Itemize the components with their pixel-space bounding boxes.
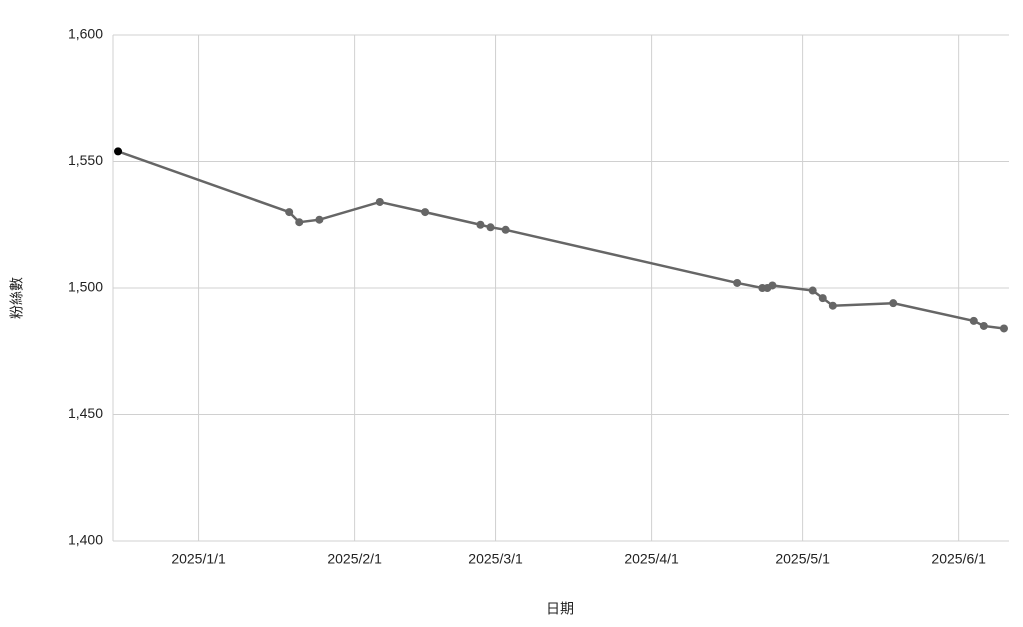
point bbox=[315, 215, 324, 224]
point bbox=[285, 208, 294, 217]
x-tick-label: 2025/1/1 bbox=[171, 551, 226, 567]
y-tick-label: 1,500 bbox=[68, 279, 103, 295]
point bbox=[501, 225, 510, 234]
x-tick-label: 2025/6/1 bbox=[931, 551, 986, 567]
x-tick-label: 2025/3/1 bbox=[468, 551, 523, 567]
point bbox=[979, 321, 988, 330]
point bbox=[999, 324, 1008, 333]
x-tick-label: 2025/2/1 bbox=[327, 551, 382, 567]
point bbox=[889, 299, 898, 308]
point bbox=[486, 223, 495, 232]
x-axis-label: 日期 bbox=[546, 601, 574, 617]
y-tick-label: 1,450 bbox=[68, 405, 103, 421]
y-tick-label: 1,550 bbox=[68, 152, 103, 168]
point bbox=[733, 278, 742, 287]
x-tick-label: 2025/5/1 bbox=[775, 551, 830, 567]
point bbox=[375, 197, 384, 206]
point bbox=[114, 147, 123, 156]
point bbox=[295, 218, 304, 227]
point bbox=[768, 281, 777, 290]
point bbox=[476, 220, 485, 229]
point bbox=[818, 294, 827, 303]
y-tick-label: 1,400 bbox=[68, 532, 103, 548]
series-line bbox=[117, 150, 1005, 330]
x-tick-label: 2025/4/1 bbox=[624, 551, 679, 567]
point bbox=[421, 208, 430, 217]
point bbox=[969, 316, 978, 325]
y-axis-label: 粉絲數 bbox=[9, 277, 25, 319]
point bbox=[808, 286, 817, 295]
point bbox=[828, 301, 837, 310]
y-tick-label: 1,600 bbox=[68, 26, 103, 42]
